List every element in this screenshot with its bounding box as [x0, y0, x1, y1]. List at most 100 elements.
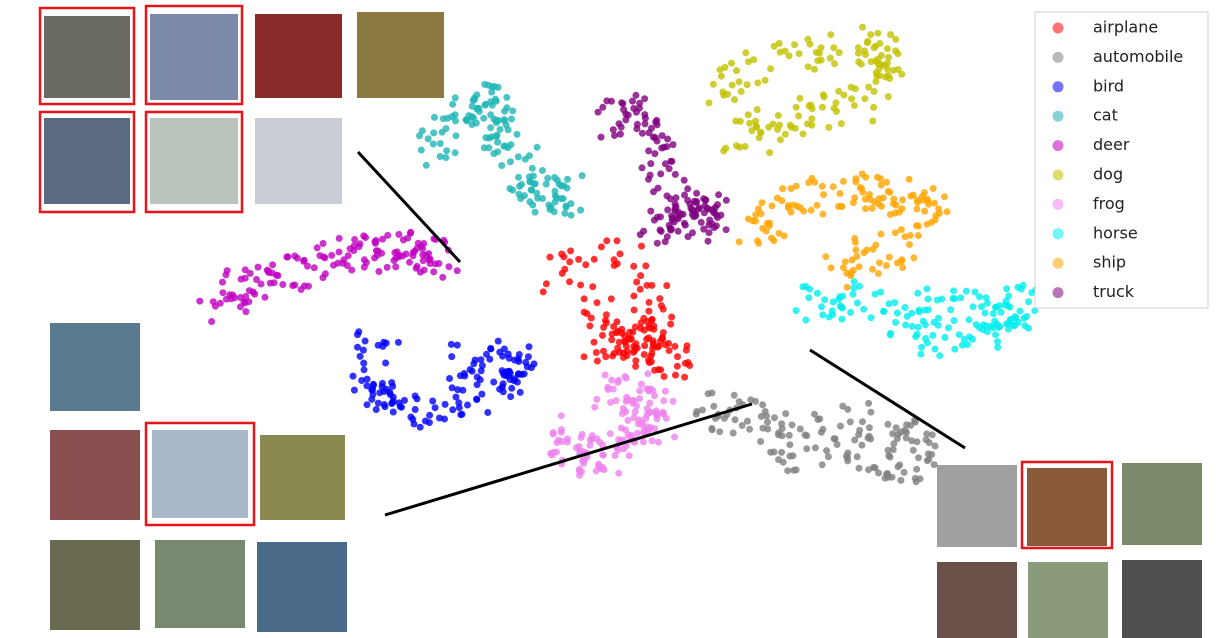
- point: [1001, 301, 1009, 309]
- point: [784, 202, 792, 209]
- point: [759, 424, 767, 432]
- point: [710, 224, 718, 232]
- point: [451, 111, 459, 119]
- point: [802, 283, 810, 290]
- point: [671, 342, 679, 350]
- point: [335, 234, 343, 242]
- point: [578, 172, 586, 180]
- point: [363, 382, 371, 390]
- point: [818, 103, 826, 111]
- point: [665, 347, 673, 354]
- point: [971, 288, 979, 296]
- point: [665, 165, 673, 173]
- point: [753, 106, 761, 114]
- point: [989, 310, 997, 318]
- point: [484, 409, 492, 416]
- point: [869, 265, 876, 273]
- point: [900, 468, 908, 476]
- point: [416, 423, 424, 431]
- point: [1020, 314, 1028, 322]
- point: [745, 58, 752, 66]
- point: [603, 237, 611, 245]
- point: [1007, 315, 1014, 323]
- point: [804, 63, 812, 71]
- point: [847, 83, 855, 91]
- point: [825, 123, 833, 131]
- point: [935, 314, 942, 322]
- point: [610, 323, 618, 330]
- point: [279, 281, 287, 288]
- point: [872, 42, 880, 50]
- point: [814, 416, 822, 423]
- point: [976, 293, 983, 301]
- point: [859, 188, 867, 196]
- point: [442, 154, 450, 161]
- point: [645, 359, 653, 366]
- point: [839, 402, 847, 410]
- point: [830, 44, 838, 52]
- point: [872, 69, 880, 77]
- point: [868, 204, 876, 212]
- point: [955, 331, 963, 339]
- point: [742, 49, 750, 57]
- point: [981, 309, 989, 317]
- thumbnail: [44, 16, 130, 98]
- point: [608, 376, 616, 384]
- point: [394, 338, 402, 346]
- thumbnail: [1027, 468, 1107, 546]
- point: [553, 439, 561, 447]
- point: [885, 300, 893, 308]
- point: [438, 128, 446, 136]
- point: [917, 350, 925, 358]
- point: [328, 251, 336, 259]
- point: [616, 250, 624, 258]
- point: [623, 347, 631, 355]
- point: [674, 215, 682, 223]
- point: [567, 200, 575, 208]
- point: [480, 114, 488, 122]
- point: [735, 238, 743, 246]
- highlight-frame: [144, 4, 244, 106]
- point: [819, 91, 827, 99]
- point: [509, 186, 517, 194]
- point: [663, 143, 671, 151]
- point: [524, 353, 532, 361]
- point: [776, 121, 783, 129]
- point: [455, 399, 463, 407]
- point: [829, 298, 837, 306]
- point: [551, 198, 559, 206]
- point: [622, 397, 630, 405]
- legend-label: bird: [1093, 76, 1124, 95]
- point: [770, 42, 778, 50]
- point: [580, 353, 588, 361]
- point: [857, 60, 865, 68]
- point: [448, 384, 456, 392]
- point: [350, 386, 358, 394]
- point: [638, 129, 646, 137]
- point: [587, 314, 595, 322]
- point: [643, 281, 651, 289]
- point: [616, 130, 624, 138]
- point: [744, 111, 752, 119]
- point: [417, 146, 425, 154]
- point: [473, 395, 481, 403]
- point: [557, 412, 565, 420]
- point: [641, 342, 649, 350]
- point: [435, 414, 443, 422]
- point: [558, 269, 566, 277]
- point: [611, 132, 618, 139]
- point: [646, 324, 654, 332]
- point: [855, 49, 862, 57]
- point: [381, 403, 389, 411]
- point: [430, 113, 438, 121]
- point: [871, 290, 879, 298]
- point: [693, 189, 701, 197]
- point: [494, 83, 502, 91]
- point: [805, 179, 813, 187]
- point: [609, 352, 617, 360]
- point: [503, 104, 511, 112]
- point: [386, 388, 394, 396]
- point: [884, 65, 891, 73]
- embedding-points: [196, 23, 1040, 486]
- point: [648, 437, 656, 445]
